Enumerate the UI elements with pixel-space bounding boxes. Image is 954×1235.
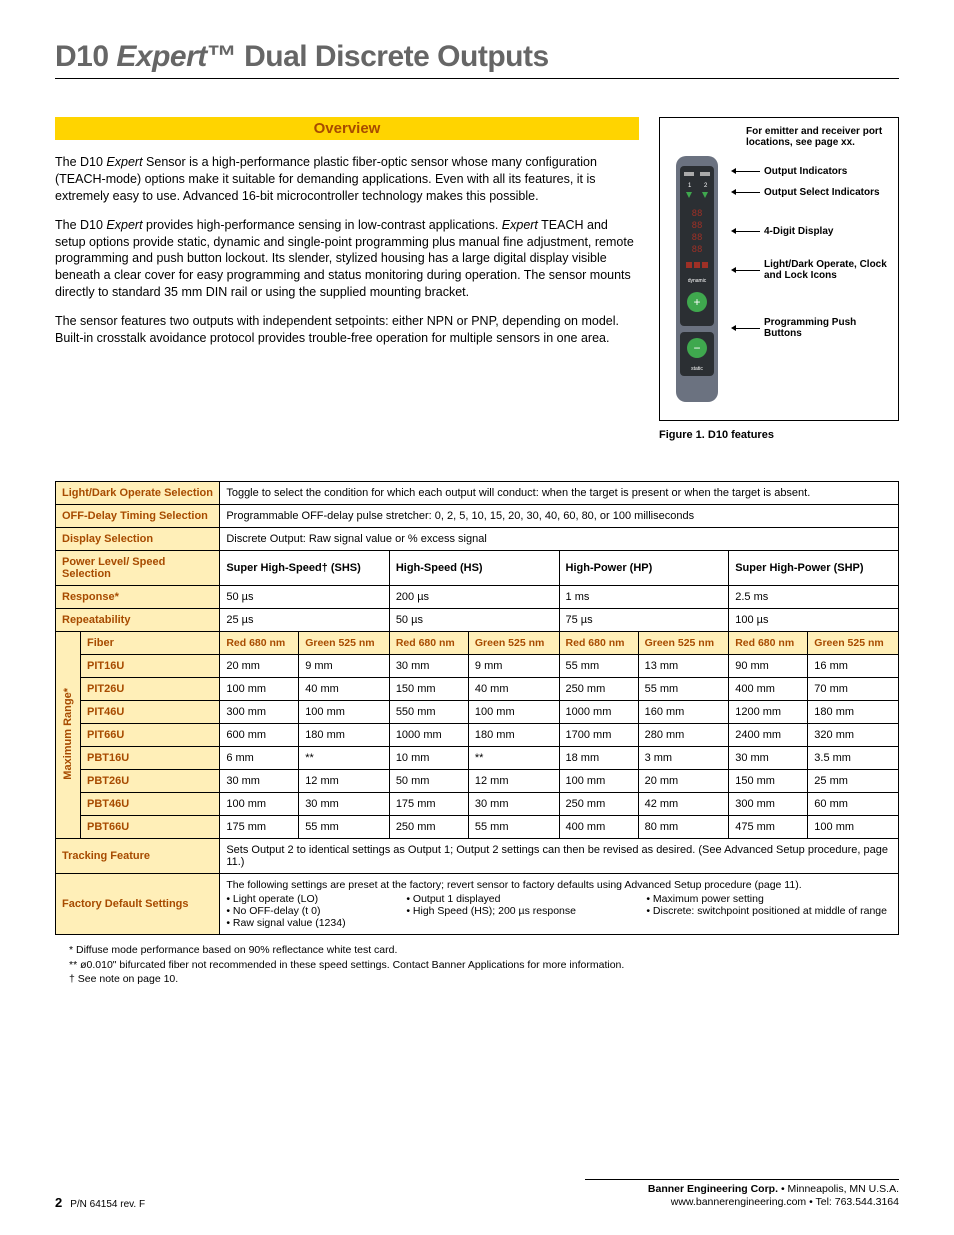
- svg-text:88: 88: [692, 209, 703, 219]
- table-row: Maximum Range* Fiber Red 680 nm Green 52…: [56, 632, 899, 655]
- svg-text:static: static: [691, 366, 703, 372]
- fig-label: Output Indicators: [764, 166, 847, 177]
- svg-text:88: 88: [692, 233, 703, 243]
- svg-text:+: +: [693, 295, 700, 309]
- table-row: PBT26U30 mm12 mm50 mm12 mm100 mm20 mm150…: [56, 770, 899, 793]
- table-row: PIT16U20 mm9 mm30 mm9 mm55 mm13 mm90 mm1…: [56, 655, 899, 678]
- page-title: D10 Expert™ Dual Discrete Outputs: [55, 40, 899, 79]
- spec-table: Light/Dark Operate Selection Toggle to s…: [55, 481, 899, 935]
- table-row: Response* 50 µs 200 µs 1 ms 2.5 ms: [56, 586, 899, 609]
- svg-text:dynamic: dynamic: [688, 278, 707, 284]
- svg-text:88: 88: [692, 221, 703, 231]
- table-row: Factory Default Settings The following s…: [56, 874, 899, 935]
- table-row: PBT46U100 mm30 mm175 mm30 mm250 mm42 mm3…: [56, 793, 899, 816]
- svg-text:−: −: [693, 341, 700, 355]
- table-row: PIT66U600 mm180 mm1000 mm180 mm1700 mm28…: [56, 724, 899, 747]
- svg-text:88: 88: [692, 245, 703, 255]
- table-row: PIT26U100 mm40 mm150 mm40 mm250 mm55 mm4…: [56, 678, 899, 701]
- overview-p1: The D10 Expert Sensor is a high-performa…: [55, 154, 639, 205]
- page-number: 2: [55, 1195, 62, 1210]
- figure-1: For emitter and receiver port locations,…: [659, 117, 899, 441]
- table-row: Light/Dark Operate Selection Toggle to s…: [56, 482, 899, 505]
- table-row: PBT16U6 mm**10 mm**18 mm3 mm30 mm3.5 mm: [56, 747, 899, 770]
- table-row: Display Selection Discrete Output: Raw s…: [56, 528, 899, 551]
- overview-heading: Overview: [55, 117, 639, 140]
- overview-p3: The sensor features two outputs with ind…: [55, 313, 639, 347]
- table-row: Tracking Feature Sets Output 2 to identi…: [56, 839, 899, 874]
- table-row: PIT46U300 mm100 mm550 mm100 mm1000 mm160…: [56, 701, 899, 724]
- table-row: Repeatability 25 µs 50 µs 75 µs 100 µs: [56, 609, 899, 632]
- part-number: P/N 64154 rev. F: [70, 1199, 145, 1210]
- fig-label: Output Select Indicators: [764, 187, 880, 198]
- overview-p2: The D10 Expert provides high-performance…: [55, 217, 639, 301]
- fig-label: Light/Dark Operate, Clock and Lock Icons: [764, 259, 892, 281]
- fig-label: Programming Push Buttons: [764, 317, 892, 339]
- figure-note: For emitter and receiver port locations,…: [666, 126, 892, 148]
- figure-caption: Figure 1. D10 features: [659, 429, 899, 441]
- footnotes: * Diffuse mode performance based on 90% …: [55, 943, 899, 987]
- table-row: Power Level/ Speed Selection Super High-…: [56, 551, 899, 586]
- sensor-diagram: 1 2 88 88 88 88 dynamic: [666, 152, 728, 412]
- table-row: OFF-Delay Timing Selection Programmable …: [56, 505, 899, 528]
- table-row: PBT66U175 mm55 mm250 mm55 mm400 mm80 mm4…: [56, 816, 899, 839]
- fig-label: 4-Digit Display: [764, 226, 833, 237]
- page-footer: 2 P/N 64154 rev. F Banner Engineering Co…: [55, 1179, 899, 1210]
